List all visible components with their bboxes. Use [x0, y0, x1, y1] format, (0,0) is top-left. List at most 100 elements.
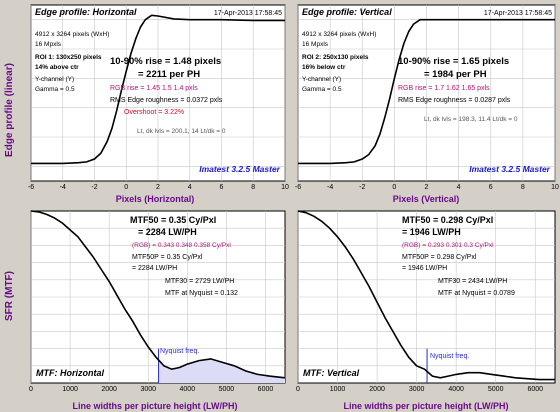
mtf-vertical-panel: 0 1000 2000 3000 4000 5000 6000 MTF50 = 0.298 … [296, 210, 556, 411]
mtf50p: MTF50P = 0.298 Cy/Pxl [402, 254, 477, 261]
x-axis-label: Line widths per picture height (LW/PH) [72, 401, 237, 411]
edge-curve [31, 14, 285, 165]
nyquist-label: Nyquist freq. [430, 353, 469, 360]
edge-profile-vertical-panel: -6 -4 -2 0 2 4 6 8 10 Edge profile: Vertical 17-… [295, 4, 559, 204]
x-tick-label: 4000 [448, 386, 464, 393]
x-tick-label: 8 [251, 184, 255, 191]
x-tick-label: 5000 [219, 386, 235, 393]
mtf30: MTF30 = 2434 LW/PH [438, 278, 507, 285]
edge-curve [298, 18, 555, 165]
mtf50p: MTF50P = 0.35 Cy/Pxl [132, 254, 203, 261]
x-tick-label: 6 [489, 184, 493, 191]
grid [30, 211, 285, 383]
x-tick-label: 3000 [140, 386, 156, 393]
overshoot: Overshoot = 3.22% [124, 109, 184, 116]
info-gamma: Gamma = 0.5 [35, 86, 75, 93]
x-tick-label: 0 [124, 184, 128, 191]
info-roi: ROI 1: 130x250 pixels [35, 54, 102, 61]
info-channel: Y-channel (Y) [302, 76, 341, 83]
rgb-rise: RGB rise = 1.7 1.62 1.65 pxls [398, 85, 490, 92]
info-gamma: Gamma = 0.5 [302, 86, 342, 93]
mtf50: MTF50 = 0.35 Cy/Pxl [130, 215, 216, 225]
rise-line-2: = 2211 per PH [138, 69, 200, 80]
x-tick-label: 6000 [258, 386, 274, 393]
x-tick-label: 4000 [180, 386, 196, 393]
mtf-at-nyquist: MTF at Nyquist = 0.0789 [438, 290, 515, 297]
mtf-horizontal-panel: 0 1000 2000 3000 4000 5000 6000 MTF50 = 0.35 C… [29, 210, 286, 411]
x-tick-labels: -6 -4 -2 0 2 4 6 8 10 [28, 184, 289, 191]
edge-profile-ylabel: Edge profile (linear) [4, 63, 15, 157]
x-tick-label: 0 [29, 386, 33, 393]
x-tick-label: 2000 [101, 386, 117, 393]
imatest-watermark: Imatest 3.2.5 Master [199, 164, 280, 174]
panel-title: MTF: Horizontal [36, 368, 104, 378]
x-tick-label: 2000 [369, 386, 385, 393]
x-tick-label: -4 [60, 184, 66, 191]
nyquist-label: Nyquist freq. [160, 348, 199, 355]
mtf-curve [297, 210, 555, 381]
x-axis-label: Pixels (Horizontal) [116, 194, 195, 204]
x-tick-labels: -6 -4 -2 0 2 4 6 8 10 [295, 184, 559, 191]
rgb-rise: RGB rise = 1.45 1.5 1.4 pxls [110, 85, 198, 92]
mtf-at-nyquist: MTF at Nyquist = 0.132 [165, 290, 238, 297]
rise-line-2: = 1984 per PH [424, 69, 487, 80]
rise-line-1: 10-90% rise = 1.48 pixels [110, 56, 221, 67]
x-tick-labels: 0 1000 2000 3000 4000 5000 6000 [29, 386, 273, 393]
x-tick-label: 8 [521, 184, 525, 191]
x-tick-label: 2 [425, 184, 429, 191]
edge-profile-horizontal-panel: -6 -4 -2 0 2 4 6 8 10 Edge profile: Horizontal 1… [28, 4, 289, 204]
sfr-ylabel: SFR (MTF) [4, 271, 15, 321]
rms-roughness: RMS Edge roughness = 0.0372 pxls [110, 97, 223, 104]
mtf50-rgb: (RGB) = 0.293 0.301 0.3 Cy/Pxl [402, 242, 494, 249]
x-tick-labels: 0 1000 2000 3000 4000 5000 6000 [296, 386, 543, 393]
x-tick-label: -2 [359, 184, 365, 191]
x-tick-label: 0 [296, 386, 300, 393]
panel-title: MTF: Vertical [303, 368, 360, 378]
info-mpxls: 16 Mpxls [302, 41, 329, 48]
imatest-watermark: Imatest 3.2.5 Master [469, 164, 550, 174]
x-tick-label: 2 [156, 184, 160, 191]
x-tick-label: 0 [392, 184, 396, 191]
mtf50: MTF50 = 0.298 Cy/Pxl [402, 215, 493, 225]
mtf50-lwph: = 2284 LW/PH [138, 227, 197, 237]
x-tick-label: -4 [327, 184, 333, 191]
x-tick-label: -6 [295, 184, 301, 191]
levels: Lt, dk lvls = 200.1, 14 Lt/dk = 0 [137, 128, 226, 135]
info-roi-pos: 14% above ctr [35, 64, 79, 71]
mtf50p-lwph: = 2284 LW/PH [132, 265, 177, 272]
info-dims: 4912 x 3264 pixels (WxH) [302, 31, 376, 38]
x-tick-label: 6 [220, 184, 224, 191]
panel-title: Edge profile: Horizontal [35, 7, 137, 17]
mtf50p-lwph: = 1946 LW/PH [402, 265, 447, 272]
rise-line-1: 10-90% rise = 1.65 pixels [398, 56, 509, 67]
x-tick-label: 10 [281, 184, 289, 191]
timestamp: 17-Apr-2013 17:58:45 [214, 10, 282, 17]
levels: Lt, dk lvls = 198.3, 11.4 Lt/dk = 0 [424, 116, 518, 123]
info-roi: ROI 2: 250x130 pixels [302, 54, 369, 61]
x-tick-label: 4 [457, 184, 461, 191]
grid [30, 5, 286, 181]
x-tick-label: 1000 [62, 386, 78, 393]
x-tick-label: 4 [188, 184, 192, 191]
panel-title: Edge profile: Vertical [302, 7, 392, 17]
info-dims: 4912 x 3264 pixels (WxH) [35, 31, 109, 38]
beyond-nyquist-fill [158, 358, 285, 383]
mtf50-rgb: (RGB) = 0.343 0.348 0.358 Cy/Pxl [132, 242, 231, 249]
x-tick-label: -2 [91, 184, 97, 191]
info-roi-pos: 16% below ctr [302, 64, 346, 71]
x-tick-label: 1000 [330, 386, 346, 393]
x-axis-label: Line widths per picture height (LW/PH) [343, 401, 508, 411]
x-axis-label: Pixels (Vertical) [393, 194, 460, 204]
timestamp: 17-Apr-2013 17:58:45 [484, 10, 552, 17]
grid [297, 211, 555, 383]
mtf50-lwph: = 1946 LW/PH [402, 227, 461, 237]
x-tick-label: 10 [551, 184, 559, 191]
mtf-curve [30, 210, 286, 379]
x-tick-label: 5000 [488, 386, 504, 393]
info-mpxls: 16 Mpxls [35, 41, 62, 48]
x-tick-label: 6000 [527, 386, 543, 393]
x-tick-label: 3000 [409, 386, 425, 393]
info-channel: Y-channel (Y) [35, 76, 74, 83]
mtf30: MTF30 = 2729 LW/PH [165, 278, 234, 285]
